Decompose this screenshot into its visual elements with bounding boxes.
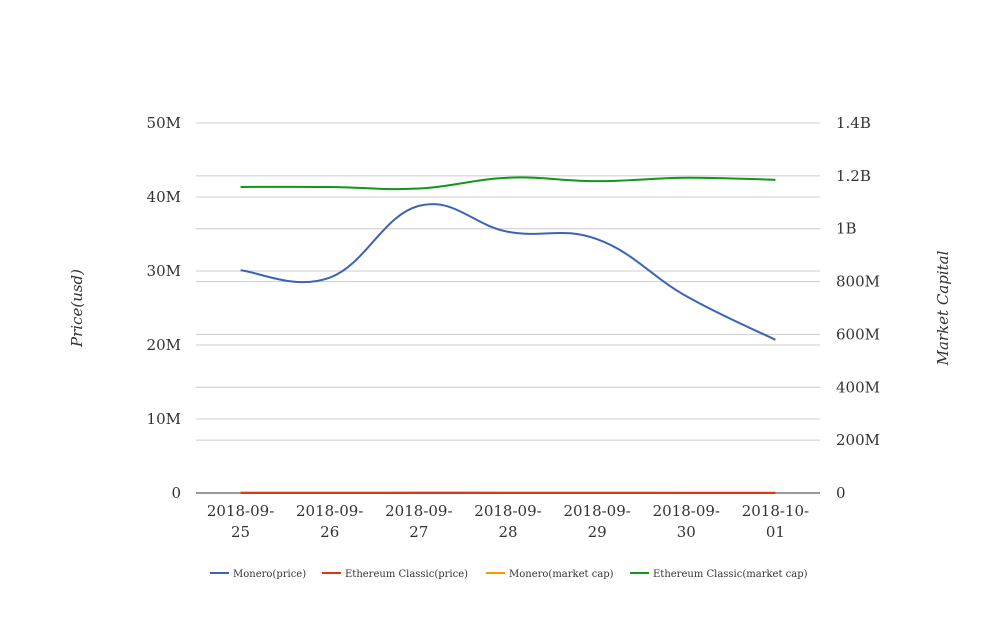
legend-label: Monero(price) — [233, 569, 306, 580]
x-tick-label: 2018-09-29 — [563, 502, 630, 541]
y2-tick-label: 1.2B — [836, 167, 871, 185]
legend-item[interactable]: Ethereum Classic(price) — [322, 569, 468, 580]
y-tick-label: 10M — [147, 410, 181, 428]
y-tick-label: 30M — [147, 262, 181, 280]
y2-tick-label: 1B — [836, 220, 857, 238]
y2-tick-label: 200M — [836, 431, 880, 449]
x-tick-label: 2018-09-27 — [385, 502, 452, 541]
legend-item[interactable]: Ethereum Classic(market cap) — [630, 569, 808, 580]
x-tick-label: 2018-09-25 — [207, 502, 274, 541]
legend: Monero(price) Ethereum Classic(price) Mone… — [210, 569, 808, 580]
y2-axis-title: Market Capital — [934, 250, 952, 366]
legend-label: Ethereum Classic(market cap) — [653, 569, 808, 580]
series-layer — [241, 177, 776, 493]
x-tick-label: 2018-10-01 — [742, 502, 809, 541]
y-tick-label: 50M — [147, 114, 181, 132]
y2-tick-label: 1.4B — [836, 114, 871, 132]
y-tick-label: 40M — [147, 188, 181, 206]
legend-item[interactable]: Monero(price) — [210, 569, 306, 580]
legend-label: Ethereum Classic(price) — [345, 569, 468, 580]
legend-item[interactable]: Monero(market cap) — [486, 569, 614, 580]
y2-tick-label: 400M — [836, 378, 880, 396]
y-tick-label: 0 — [171, 484, 181, 502]
series-line-monero-price — [241, 204, 776, 340]
y-axis-title: Price(usd) — [68, 269, 86, 348]
y2-tick-label: 0 — [836, 484, 846, 502]
x-tick-label: 2018-09-26 — [296, 502, 363, 541]
y-tick-label: 20M — [147, 336, 181, 354]
y2-tick-label: 800M — [836, 273, 880, 291]
legend-label: Monero(market cap) — [509, 569, 614, 580]
series-line-ethereum-classic-market-cap — [241, 177, 776, 189]
x-tick-label: 2018-09-28 — [474, 502, 541, 541]
y2-tick-label: 600M — [836, 325, 880, 343]
x-tick-label: 2018-09-30 — [653, 502, 720, 541]
